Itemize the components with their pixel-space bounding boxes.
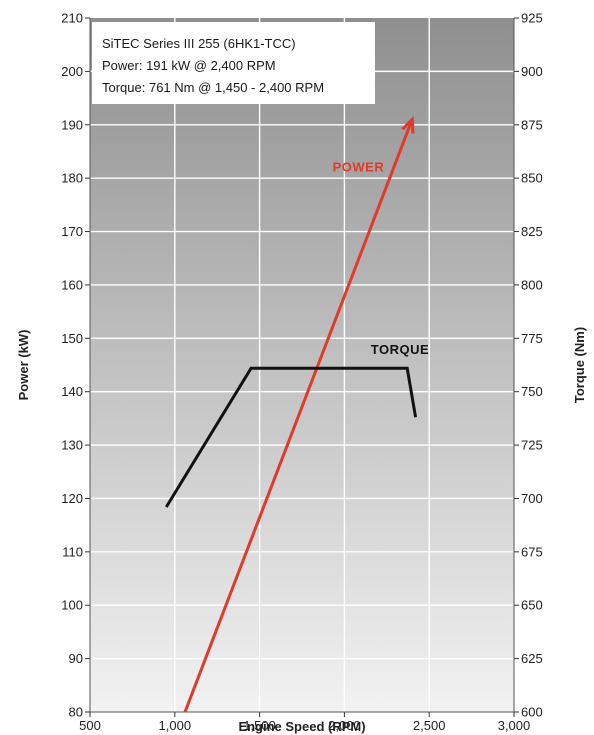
y-right-tick-label: 875 [521,117,543,132]
y-left-tick-label: 160 [61,277,83,292]
info-box-line-torque: Torque: 761 Nm @ 1,450 - 2,400 RPM [102,80,324,95]
torque-series-label: TORQUE [371,342,429,357]
series-labels: POWER TORQUE [333,159,429,357]
y-right-tick-label: 750 [521,384,543,399]
series [165,115,418,713]
plot-background [90,18,514,712]
power-series-label: POWER [333,159,385,174]
x-tick-label: 2,000 [328,718,361,733]
x-tick-label: 500 [79,718,101,733]
y-left-tick-label: 170 [61,224,83,239]
power-arrowhead [401,115,415,134]
torque-line [165,366,418,508]
y-right-tick-label: 850 [521,171,543,186]
axes: 80 90 100 110 120 130 140 150 160 170 180 190 200 210… [61,11,542,734]
y-left-tick-label: 90 [69,651,83,666]
y-left-tick-label: 130 [61,438,83,453]
y-right-tick-label: 600 [521,705,543,720]
info-box-line-model: SiTEC Series III 255 (6HK1-TCC) [102,36,296,51]
info-box-background [92,22,375,104]
y-right-tick-label: 650 [521,598,543,613]
y-right-tick-label: 800 [521,277,543,292]
y-left-tick-label: 140 [61,384,83,399]
y-axis-left-title: Power (kW) [16,330,31,401]
info-box: SiTEC Series III 255 (6HK1-TCC) Power: 1… [92,22,375,104]
y-right-tick-label: 925 [521,11,543,26]
y-left-tick-label: 80 [69,705,83,720]
y-left-tick-label: 110 [62,544,83,559]
x-axis-title: Engine Speed (RPM) [238,719,365,734]
y-left-tick-label: 210 [61,11,83,26]
y-right-tick-label: 625 [521,651,543,666]
info-box-line-power: Power: 191 kW @ 2,400 RPM [102,58,276,73]
grid [90,18,514,712]
y-left-tick-label: 200 [61,64,83,79]
y-right-tick-label: 675 [521,544,543,559]
power-line [183,118,414,713]
y-right-tick-label: 900 [521,64,543,79]
y-left-tick-label: 150 [61,331,83,346]
y-left-tick-label: 120 [61,491,83,506]
x-tick-label: 3,000 [498,718,531,733]
x-tick-label: 1,500 [243,718,276,733]
y-left-tick-label: 190 [61,117,83,132]
y-axis-right-title: Torque (Nm) [572,327,587,403]
y-right-tick-label: 725 [521,438,543,453]
x-tick-label: 2,500 [413,718,446,733]
y-right-tick-label: 700 [521,491,543,506]
y-left-tick-label: 100 [61,598,83,613]
x-tick-label: 1,000 [159,718,192,733]
y-right-tick-label: 775 [521,331,543,346]
y-left-tick-label: 180 [61,171,83,186]
y-right-tick-label: 825 [521,224,543,239]
